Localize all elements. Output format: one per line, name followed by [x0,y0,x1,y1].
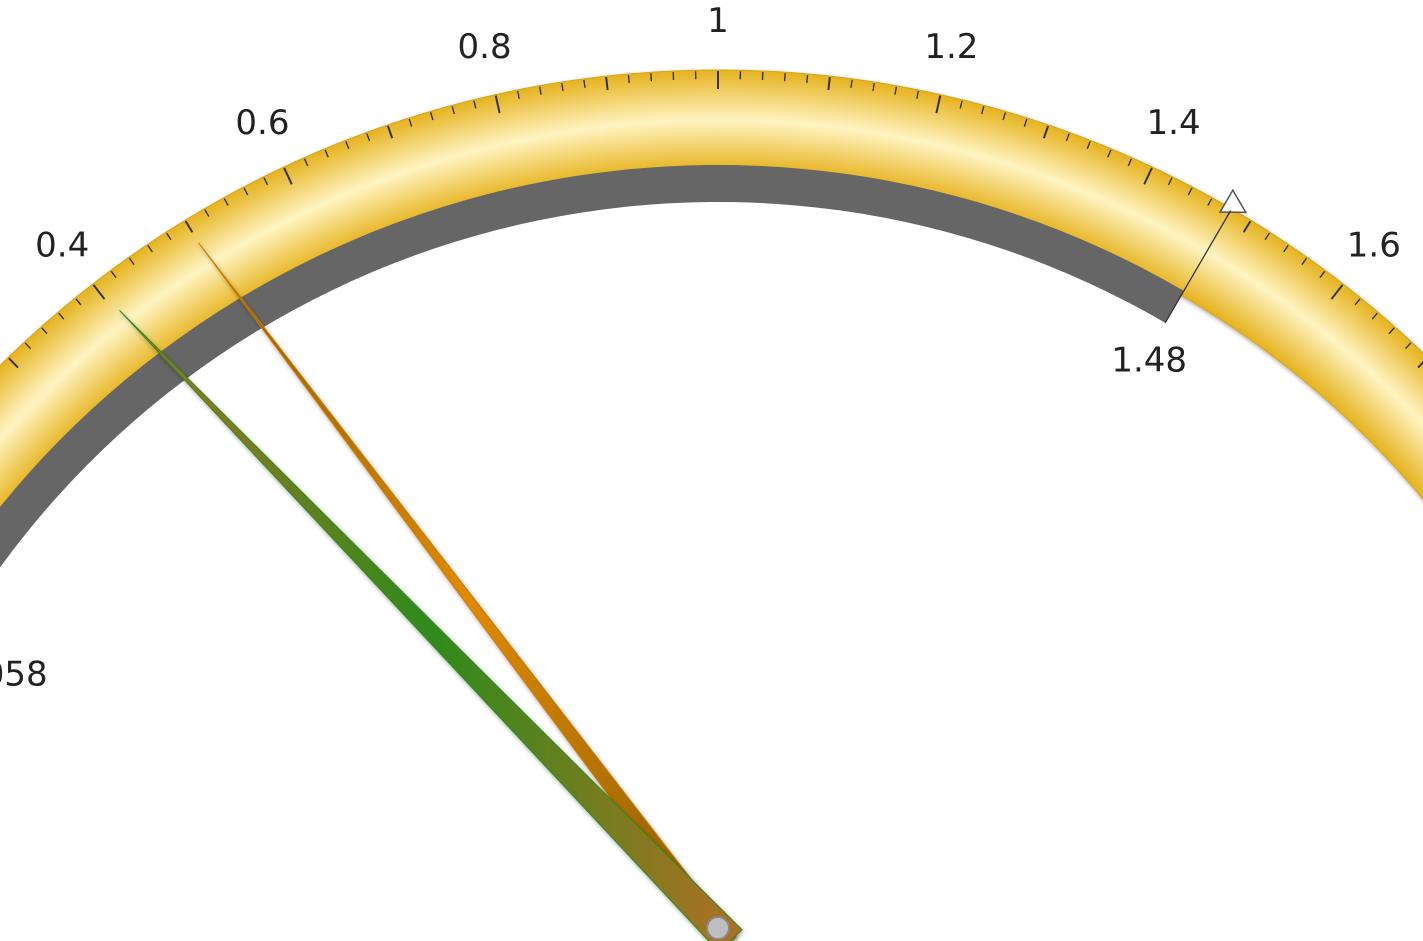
minor-tick [128,257,135,266]
minor-tick [24,342,32,350]
minor-tick [1207,198,1213,206]
minor-tick [263,177,269,186]
scale-band [0,69,1423,516]
range-markers: 0.058 1.48 [0,188,1248,694]
minor-tick [561,82,564,92]
minor-tick [981,106,985,115]
range-marker-leader [1164,210,1232,324]
minor-tick [627,74,630,83]
minor-tick [473,100,477,109]
minor-tick [1283,245,1289,253]
minor-tick [223,198,229,206]
minor-tick [1086,141,1091,150]
minor-tick [850,79,853,88]
minor-tick [894,86,898,95]
minor-tick [1264,232,1270,241]
needle-pivot [706,916,730,940]
minor-tick [324,149,329,158]
minor-tick [538,86,542,95]
range-marker-triangle [1218,188,1248,214]
major-tick [494,95,501,114]
tick-label: 1.6 [1347,226,1401,266]
tick-label: 1.4 [1147,103,1201,143]
minor-tick [408,118,413,127]
minor-tick [916,90,920,99]
minor-tick [1242,220,1252,233]
minor-tick [8,357,19,369]
minor-tick [1404,342,1412,350]
tick-label: 1.2 [924,27,978,67]
minor-tick [58,312,65,320]
minor-tick [110,270,117,279]
minor-tick [516,90,520,99]
minor-tick [1371,312,1378,320]
minor-tick [806,74,809,83]
major-tick [1143,167,1153,185]
minor-tick [75,298,82,306]
minor-tick [1319,270,1326,279]
major-tick [283,167,293,185]
minor-tick [386,125,394,139]
minor-tick [1042,125,1050,139]
tick-label: 0.8 [458,27,512,67]
minor-tick [366,133,371,142]
needles [119,242,743,941]
tick-label: 0.6 [235,103,289,143]
minor-tick [1002,112,1007,121]
scale-tick-labels: 00.20.40.60.811.21.41.61.82 [35,1,1401,266]
major-tick [935,95,942,114]
tick-label: 1 [707,1,729,41]
minor-tick [243,187,249,196]
minor-tick [959,100,963,109]
major-tick [92,284,106,300]
needle-2 [119,310,743,941]
minor-tick [303,158,309,167]
minor-tick [1388,327,1395,335]
minor-tick [783,73,786,82]
minor-tick [872,82,875,92]
minor-tick [204,209,210,217]
range-to-label: 1.48 [1111,341,1187,381]
minor-tick [166,232,172,241]
tick-label: 0.4 [35,226,89,266]
minor-tick [605,77,609,91]
minor-tick [184,220,194,233]
major-tick [1330,284,1344,300]
minor-tick [1301,257,1308,266]
scale-band-arc [0,69,1423,516]
minor-tick [1187,187,1193,196]
minor-tick [1107,149,1112,158]
minor-tick [451,106,455,115]
minor-tick [345,141,350,150]
minor-tick [429,112,434,121]
minor-tick [827,77,831,91]
minor-tick [1127,158,1133,167]
minor-tick [583,79,586,88]
needle-1 [198,242,737,941]
minor-tick [1065,133,1070,142]
minor-tick [147,245,153,253]
minor-tick [1023,118,1028,127]
minor-tick [1354,298,1361,306]
range-from-label: 0.058 [0,654,48,694]
minor-tick [1167,177,1173,186]
minor-tick [41,327,48,335]
minor-tick [650,73,653,82]
